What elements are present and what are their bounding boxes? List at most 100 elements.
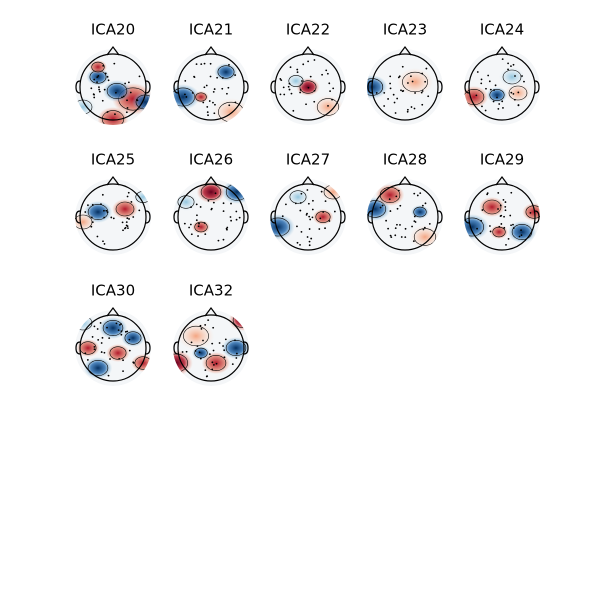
contour: [87, 359, 109, 376]
sensor: [308, 244, 311, 247]
sensor: [320, 190, 323, 193]
sensor: [203, 86, 206, 89]
panel-title: ICA30: [91, 282, 135, 300]
sensor: [507, 237, 510, 240]
head: [274, 53, 342, 121]
sensor: [195, 203, 198, 206]
sensor: [209, 75, 212, 78]
sensor: [512, 92, 515, 95]
sensor: [499, 215, 502, 217]
sensor: [299, 202, 302, 204]
sensor: [122, 229, 124, 232]
sensor: [305, 103, 307, 106]
sensor: [207, 114, 209, 117]
sensor: [404, 236, 407, 239]
sensor: [196, 345, 199, 348]
sensor: [204, 233, 207, 235]
sensor: [202, 101, 205, 104]
sensor: [389, 234, 392, 237]
sensor: [328, 220, 331, 222]
ear-right: [340, 210, 346, 224]
contour: [502, 69, 522, 85]
sensor: [499, 204, 502, 207]
sensor: [231, 363, 234, 366]
sensor: [507, 62, 509, 65]
sensor: [387, 98, 389, 100]
sensor: [296, 225, 298, 228]
sensor: [132, 362, 135, 364]
sensor: [308, 215, 311, 218]
sensor: [105, 209, 108, 212]
sensor: [212, 364, 215, 366]
sensor: [383, 105, 386, 107]
contour: [482, 199, 502, 215]
sensor: [198, 351, 201, 354]
sensor: [103, 243, 106, 245]
sensor: [126, 195, 129, 198]
sensor: [421, 90, 424, 92]
contour: [413, 228, 437, 246]
sensor: [226, 226, 229, 229]
sensor: [393, 101, 396, 104]
sensor: [503, 215, 505, 218]
sensor: [238, 216, 241, 219]
sensor: [136, 99, 139, 102]
sensor: [128, 349, 131, 352]
topomap: ICA20: [75, 21, 151, 125]
sensor: [121, 221, 124, 224]
sensor: [480, 78, 483, 81]
sensor: [281, 215, 284, 218]
sensor: [197, 235, 199, 237]
head: [177, 183, 245, 251]
sensor: [385, 219, 388, 222]
ear-right: [145, 80, 151, 94]
contour: [508, 85, 528, 101]
ear-left: [367, 80, 373, 94]
sensor: [507, 68, 509, 71]
panel-title: ICA29: [480, 151, 524, 169]
sensor: [185, 350, 188, 353]
sensor: [332, 87, 335, 90]
sensor: [413, 192, 416, 195]
sensor: [302, 63, 305, 66]
sensor: [319, 217, 322, 220]
sensor: [221, 87, 224, 90]
contour: [217, 65, 235, 79]
sensor: [493, 89, 495, 91]
sensor: [518, 235, 521, 238]
sensor: [498, 225, 501, 228]
field: [464, 49, 540, 125]
ear-left: [75, 341, 81, 355]
sensor: [324, 200, 327, 203]
sensor: [126, 225, 129, 228]
sensor: [112, 217, 115, 220]
sensor: [517, 91, 520, 94]
sensor: [101, 99, 104, 102]
head: [79, 314, 147, 382]
sensor: [502, 198, 505, 201]
sensor: [283, 93, 286, 96]
sensor: [375, 92, 378, 94]
sensor: [504, 209, 507, 212]
ear-left: [270, 80, 276, 94]
sensor: [118, 323, 121, 326]
sensor: [510, 224, 512, 227]
contour: [413, 206, 427, 218]
nose: [106, 46, 120, 56]
sensor: [309, 218, 312, 221]
sensor: [331, 98, 333, 101]
sensor: [416, 194, 419, 197]
topomap: ICA27: [270, 151, 346, 255]
sensor: [197, 225, 200, 228]
sensor: [110, 216, 113, 219]
sensor: [419, 192, 422, 195]
sensor: [234, 74, 237, 76]
sensor: [125, 111, 128, 114]
ear-left: [464, 210, 470, 224]
sensor: [322, 211, 325, 213]
sensor: [420, 91, 423, 94]
sensor: [296, 71, 299, 74]
nose: [398, 176, 412, 186]
sensor: [414, 92, 416, 94]
sensor: [489, 225, 491, 227]
